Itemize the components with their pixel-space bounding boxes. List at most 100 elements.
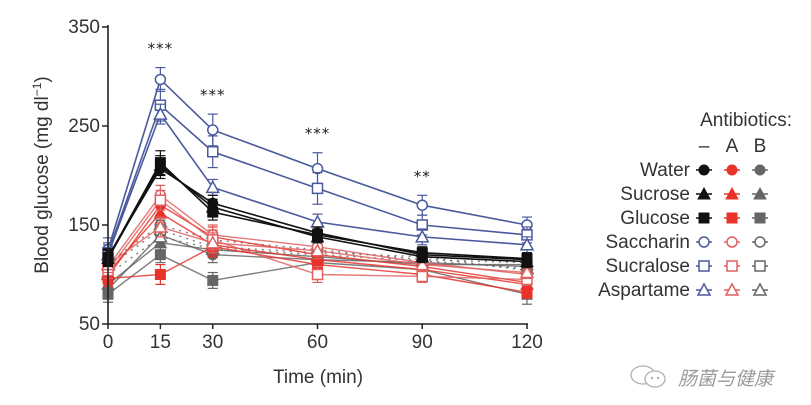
marker-circle xyxy=(754,164,766,176)
watermark: 肠菌与健康 xyxy=(628,362,808,392)
marker-circle xyxy=(207,124,219,136)
marker-triangle xyxy=(753,186,767,200)
x-axis-label: Time (min) xyxy=(273,367,363,388)
legend-row-label: Glucose xyxy=(620,208,690,229)
legend-row: Water xyxy=(640,160,768,181)
y-tick-label: 350 xyxy=(68,17,100,38)
y-axis-label-close: ) xyxy=(32,76,53,82)
marker-square xyxy=(154,249,166,261)
axes: 50 150 250 350 0 15 30 60 90 120 xyxy=(68,17,543,353)
x-tick-label: 15 xyxy=(150,332,171,353)
marker-square xyxy=(521,253,533,265)
legend-row: Glucose xyxy=(620,208,768,229)
y-ticks: 50 150 250 350 xyxy=(68,17,108,335)
marker-triangle xyxy=(519,264,535,279)
watermark-text: 肠菌与健康 xyxy=(678,367,774,390)
legend-column-header: – xyxy=(699,136,710,157)
legend-columns: – A B xyxy=(699,136,767,157)
y-tick-label: 50 xyxy=(79,314,100,335)
legend-row: Saccharin xyxy=(606,232,768,253)
series-line xyxy=(107,253,528,295)
marker-triangle xyxy=(153,219,168,233)
marker-square xyxy=(154,194,167,206)
marker-square xyxy=(207,145,219,158)
marker-triangle xyxy=(697,186,711,200)
series-line xyxy=(107,226,528,274)
legend-row-label: Aspartame xyxy=(598,280,690,301)
marker-triangle xyxy=(414,257,430,271)
series-layer xyxy=(100,66,535,305)
marker-triangle xyxy=(310,243,325,257)
x-tick-label: 30 xyxy=(202,332,223,353)
marker-square xyxy=(311,182,324,195)
marker-square xyxy=(416,247,428,259)
significance-label: *** xyxy=(305,125,331,143)
significance-label: *** xyxy=(200,86,226,104)
legend-rows: Water Sucrose Glucose Saccharin Sucralose Asp… xyxy=(598,160,768,301)
marker-circle xyxy=(726,236,738,248)
marker-circle xyxy=(416,199,428,211)
marker-triangle xyxy=(725,186,739,200)
marker-triangle xyxy=(519,237,535,251)
marker-square xyxy=(698,260,710,272)
significance-markers: *********** xyxy=(148,40,431,186)
legend-column-header: B xyxy=(754,136,767,157)
significance-label: ** xyxy=(414,167,431,185)
legend-row-label: Water xyxy=(640,160,691,181)
x-tick-label: 60 xyxy=(307,332,328,353)
marker-triangle xyxy=(310,214,325,228)
series-line xyxy=(107,103,528,253)
y-tick-label: 250 xyxy=(68,116,100,137)
legend-row: Sucralose xyxy=(606,256,768,277)
marker-square xyxy=(726,260,738,272)
marker-square xyxy=(698,212,710,224)
series-line xyxy=(107,112,528,255)
series-line xyxy=(107,194,528,276)
legend-row-label: Saccharin xyxy=(606,232,691,253)
marker-square xyxy=(154,269,166,280)
marker-circle xyxy=(698,236,710,248)
marker-square xyxy=(521,286,533,298)
marker-triangle xyxy=(205,179,221,194)
series-line xyxy=(107,161,528,260)
marker-triangle xyxy=(696,282,712,296)
legend: Antibiotics: – A B Water Sucrose Glucose Sacc… xyxy=(598,110,792,301)
marker-square xyxy=(416,270,428,283)
marker-square xyxy=(207,274,219,286)
series-line xyxy=(107,212,528,286)
marker-circle xyxy=(698,164,710,176)
y-axis-label-main: Blood glucose (mg dl xyxy=(32,96,53,273)
marker-circle xyxy=(154,73,167,86)
legend-title: Antibiotics: xyxy=(700,110,792,131)
legend-row-label: Sucrose xyxy=(620,184,690,205)
wechat-icon xyxy=(628,364,670,390)
marker-triangle xyxy=(414,229,430,243)
series-line xyxy=(107,204,528,284)
legend-row-label: Sucralose xyxy=(606,256,691,277)
marker-triangle xyxy=(752,282,768,296)
marker-square xyxy=(207,206,219,218)
y-tick-label: 150 xyxy=(68,215,100,236)
y-axis-label-sup: −1 xyxy=(30,82,44,96)
legend-row: Sucrose xyxy=(620,184,768,205)
marker-square xyxy=(754,212,766,224)
x-tick-label: 90 xyxy=(412,332,433,353)
legend-row: Aspartame xyxy=(598,280,768,301)
marker-square xyxy=(726,212,738,224)
x-tick-label: 120 xyxy=(511,332,543,353)
marker-triangle xyxy=(205,235,221,249)
legend-column-header: A xyxy=(726,136,739,157)
marker-circle xyxy=(754,236,766,248)
marker-triangle xyxy=(724,282,740,296)
x-ticks: 0 15 30 60 90 120 xyxy=(103,324,543,353)
marker-square xyxy=(154,157,166,169)
x-tick-label: 0 xyxy=(103,332,114,353)
marker-triangle xyxy=(153,106,168,120)
series-line xyxy=(107,199,528,281)
marker-circle xyxy=(726,164,738,176)
series-line xyxy=(107,164,528,263)
series-line xyxy=(107,167,528,261)
series-line xyxy=(107,77,528,250)
marker-square xyxy=(754,260,766,272)
